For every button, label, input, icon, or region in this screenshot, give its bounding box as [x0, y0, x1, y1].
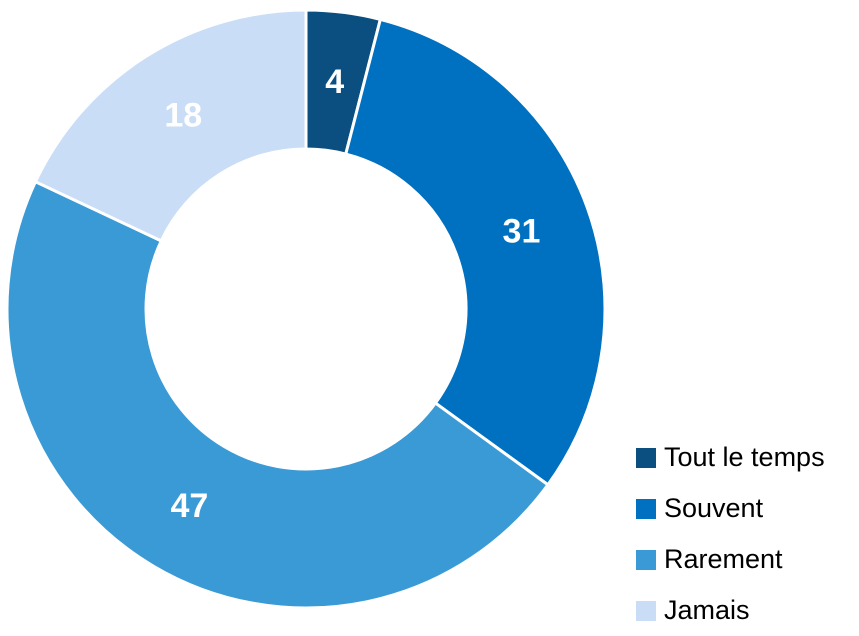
donut-slice-souvent — [343, 17, 607, 487]
donut-slice-rarement — [5, 179, 550, 610]
legend: Tout le temps Souvent Rarement Jamais — [636, 432, 825, 636]
slice-value-label: 31 — [503, 212, 541, 250]
legend-swatch — [636, 600, 656, 621]
legend-label: Souvent — [664, 493, 764, 523]
legend-item-souvent: Souvent — [636, 483, 825, 534]
legend-swatch — [636, 447, 656, 468]
slice-value-label: 4 — [325, 63, 344, 101]
slice-value-label: 47 — [171, 487, 209, 525]
legend-item-jamais: Jamais — [636, 585, 825, 636]
donut-slices — [5, 8, 607, 610]
slice-value-label: 18 — [164, 97, 202, 135]
legend-item-rarement: Rarement — [636, 534, 825, 585]
legend-label: Rarement — [664, 544, 783, 574]
donut-slice-jamais — [33, 8, 308, 243]
legend-swatch — [636, 549, 656, 570]
legend-item-tout-le-temps: Tout le temps — [636, 432, 825, 483]
legend-label: Jamais — [664, 595, 750, 625]
legend-label: Tout le temps — [664, 442, 825, 472]
slice-labels: 4 31 47 18 — [164, 63, 540, 525]
legend-swatch — [636, 498, 656, 519]
donut-chart: 4 31 47 18 — [5, 8, 607, 610]
